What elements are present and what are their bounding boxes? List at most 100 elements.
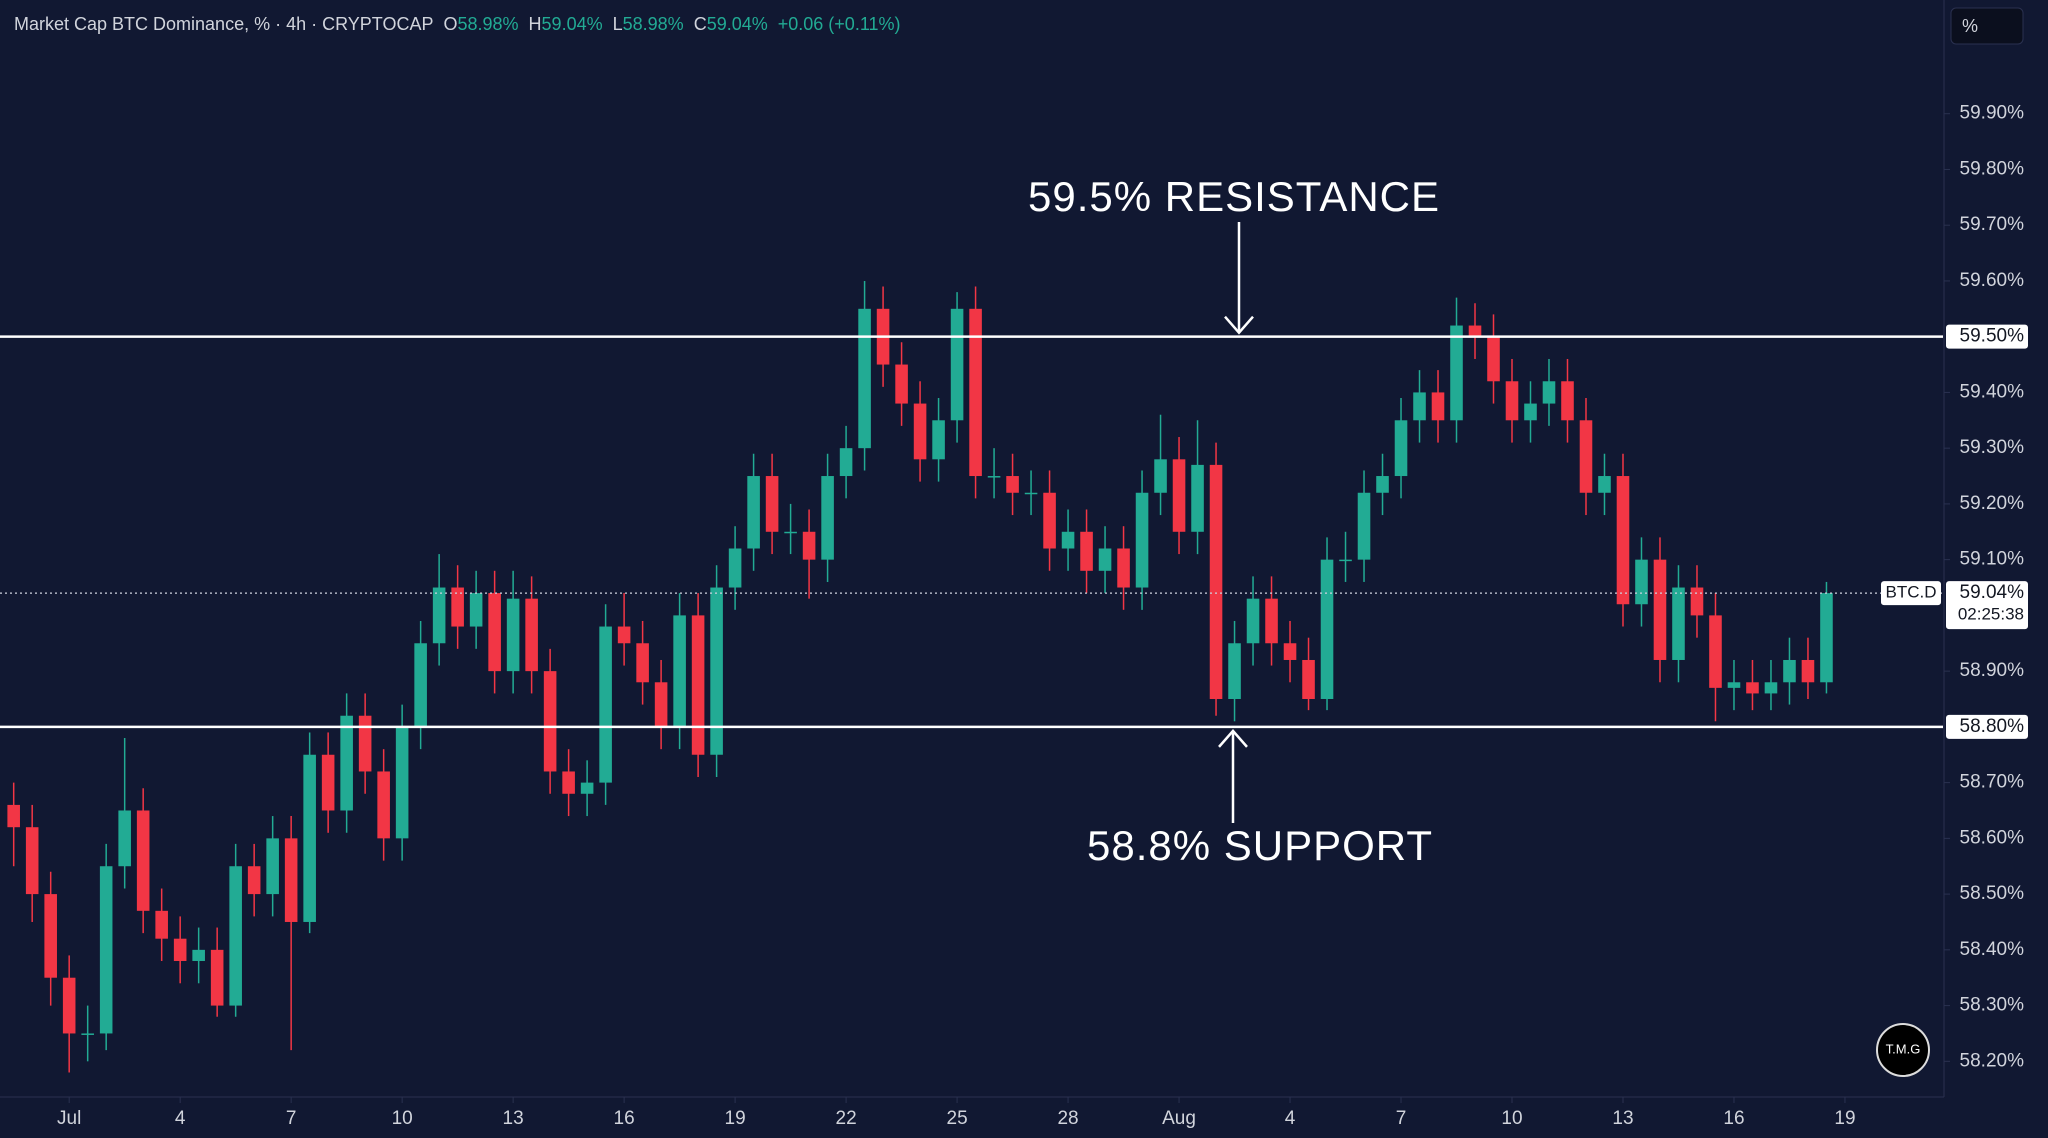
candle-body xyxy=(1413,392,1426,421)
candle-body xyxy=(728,548,742,588)
ohlc-value: 58.98% xyxy=(623,14,684,34)
candle-body xyxy=(1764,682,1778,694)
ohlc-label: O xyxy=(443,14,457,34)
candle-body xyxy=(136,810,150,911)
candle-body xyxy=(414,643,427,727)
level-tag-label: 58.80% xyxy=(1960,716,2025,737)
candle-body xyxy=(821,476,834,560)
countdown: 02:25:38 xyxy=(1958,605,2024,624)
change: +0.06 (+0.11%) xyxy=(778,14,901,34)
level-tag-label: 59.50% xyxy=(1960,326,2025,347)
candle-body xyxy=(118,810,131,867)
candle-body xyxy=(1024,492,1038,495)
candle-body xyxy=(7,804,20,828)
candle-body xyxy=(451,587,464,627)
candle-body xyxy=(1579,420,1593,493)
candle-body xyxy=(1320,559,1334,700)
scale-button-label[interactable]: % xyxy=(1962,16,1978,36)
candle-body xyxy=(1727,682,1741,688)
ohlc-value: 59.04% xyxy=(707,14,768,34)
candle-body xyxy=(1172,459,1186,532)
y-tick-label: 58.50% xyxy=(1960,883,2025,904)
candle-body xyxy=(1117,548,1130,588)
candle-body xyxy=(1376,476,1389,493)
candle-body xyxy=(802,531,816,560)
y-tick-label: 59.90% xyxy=(1960,103,2025,124)
candle-body xyxy=(1820,593,1833,683)
x-tick-label: 7 xyxy=(1396,1108,1407,1129)
x-tick-label: 25 xyxy=(947,1108,968,1129)
candle-body xyxy=(1505,381,1519,421)
candle-body xyxy=(1524,403,1537,421)
x-tick-label: 4 xyxy=(175,1108,186,1129)
candle-body xyxy=(1653,559,1667,660)
candle-body xyxy=(377,771,390,839)
scale-button-box[interactable] xyxy=(1950,7,2024,45)
candle-body xyxy=(488,593,501,672)
candle-body xyxy=(543,671,557,772)
candle-body xyxy=(950,308,964,421)
candle-body xyxy=(192,949,205,961)
candle-body xyxy=(1561,381,1574,421)
candle-body xyxy=(1043,492,1056,549)
candle-body xyxy=(654,682,668,727)
candle-body xyxy=(1228,643,1241,700)
candle-body xyxy=(99,866,113,1034)
y-tick-label: 58.60% xyxy=(1960,827,2025,848)
x-tick-label: 10 xyxy=(1501,1108,1522,1129)
header: Market Cap BTC Dominance, % · 4h · CRYPT… xyxy=(14,14,901,34)
y-tick-label: 59.60% xyxy=(1960,270,2025,291)
y-tick-label: 59.20% xyxy=(1960,493,2025,514)
last-price-tag xyxy=(1946,581,2028,630)
y-tick-label: 59.30% xyxy=(1960,437,2025,458)
annotation-arrowhead xyxy=(1224,315,1254,335)
y-tick-label: 58.90% xyxy=(1960,660,2025,681)
annotation-text: 58.8% SUPPORT xyxy=(1087,822,1433,869)
x-tick-label: 16 xyxy=(1723,1108,1744,1129)
ohlc-value: 59.04% xyxy=(542,14,603,34)
x-tick-label: 28 xyxy=(1057,1108,1078,1129)
candle-body xyxy=(784,531,797,534)
candle-body xyxy=(210,949,224,1006)
y-tick-label: 58.20% xyxy=(1960,1050,2025,1071)
candle-body xyxy=(1431,392,1445,421)
candle-body xyxy=(506,598,520,672)
candle-body xyxy=(1542,381,1556,404)
x-tick-label: 13 xyxy=(1612,1108,1633,1129)
candle-body xyxy=(913,403,927,460)
last-price-label: 59.04% xyxy=(1960,582,2025,603)
candle-body xyxy=(358,715,372,772)
candle-body xyxy=(765,476,779,532)
candle-body xyxy=(1302,659,1315,700)
candle-body xyxy=(395,726,409,839)
candle-body xyxy=(1450,325,1463,421)
candle-body xyxy=(1265,598,1278,644)
logo-circle xyxy=(1876,1023,1930,1077)
y-tick-label: 59.70% xyxy=(1960,214,2025,235)
y-tick-label: 59.80% xyxy=(1960,158,2025,179)
candle-body xyxy=(839,448,853,477)
candle-body xyxy=(747,476,760,549)
candle-body xyxy=(858,308,871,449)
candle-body xyxy=(1598,476,1611,493)
candle-body xyxy=(1339,559,1352,562)
candle-body xyxy=(432,587,446,644)
candle-body xyxy=(1154,459,1167,493)
candle-body xyxy=(1246,598,1260,644)
candle-body xyxy=(44,894,57,978)
chart-title: Market Cap BTC Dominance, % · 4h · CRYPT… xyxy=(14,14,433,34)
ohlc-label: L xyxy=(613,14,623,34)
logo: T.M.G xyxy=(1876,1023,1930,1077)
logo-text: T.M.G xyxy=(1886,1041,1921,1056)
candle-body xyxy=(1801,659,1815,683)
candle-body xyxy=(469,593,483,627)
candle-body xyxy=(1487,336,1500,382)
candle-body xyxy=(1061,531,1075,549)
candle-body xyxy=(932,420,945,460)
scale-button[interactable]: % xyxy=(1950,7,2024,45)
x-tick-label: 10 xyxy=(392,1108,413,1129)
candle-body xyxy=(155,910,168,939)
